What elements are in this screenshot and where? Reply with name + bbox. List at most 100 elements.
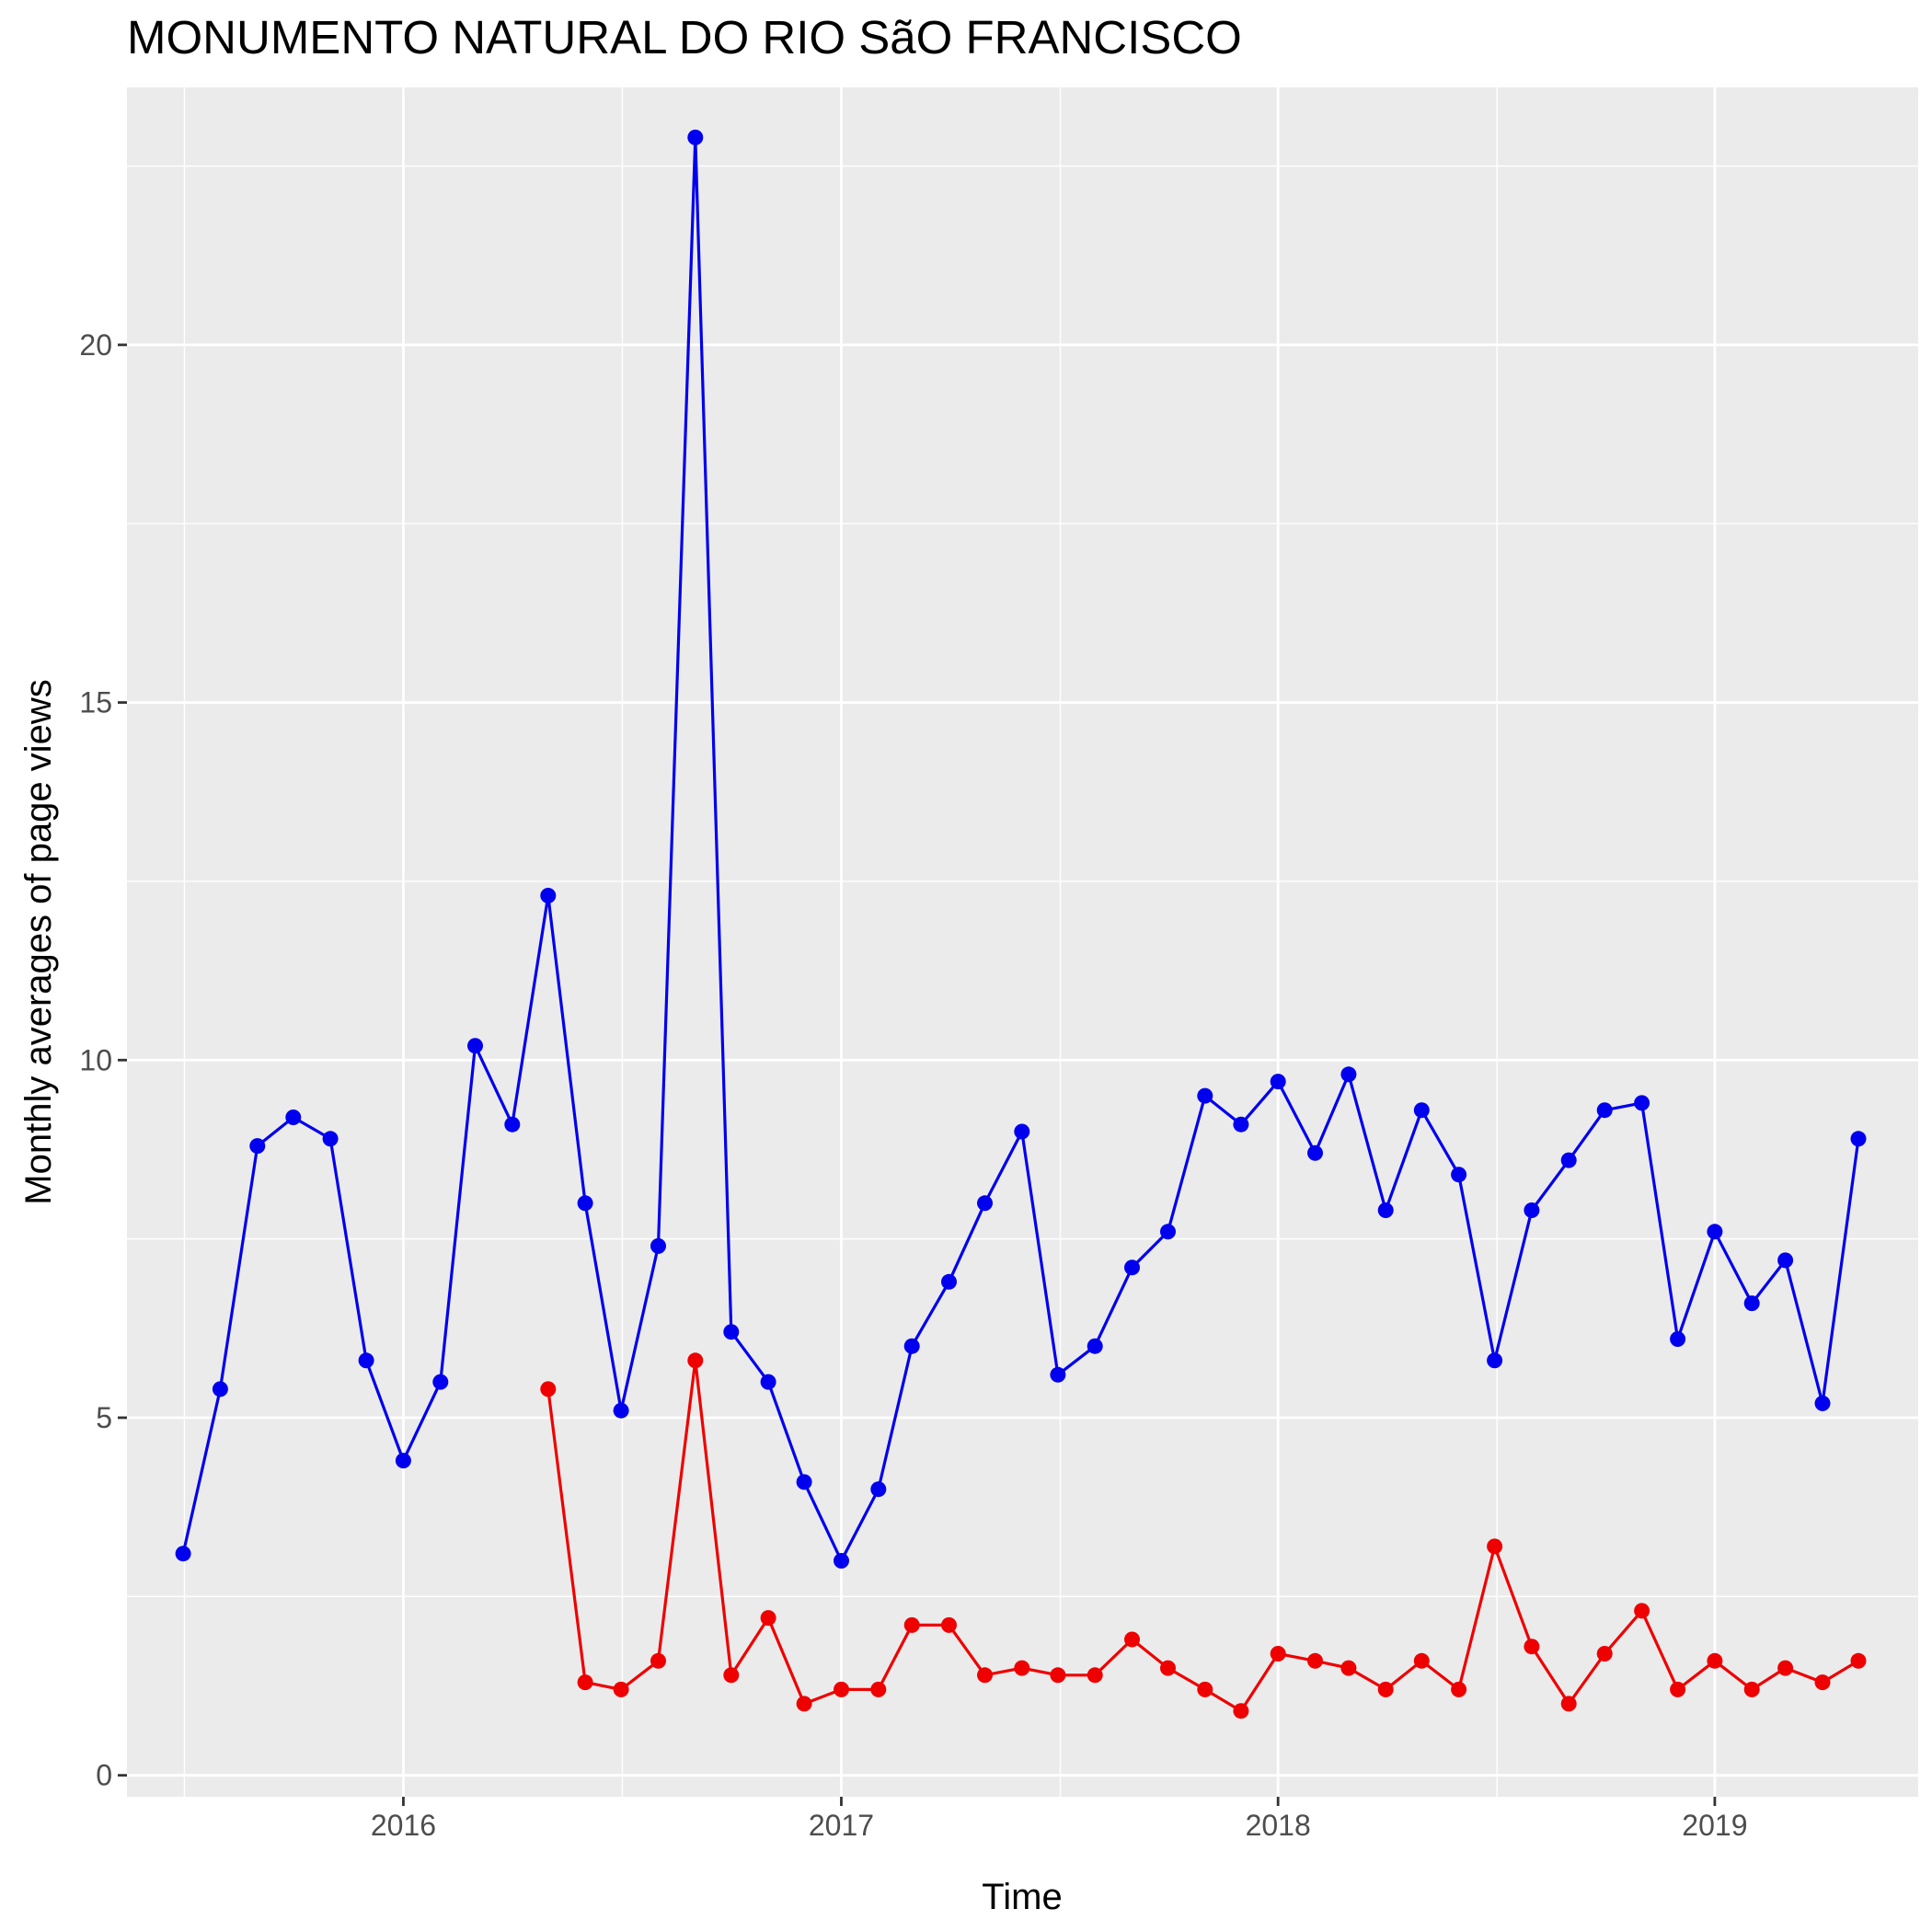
data-point [650, 1237, 666, 1254]
data-point [358, 1352, 374, 1369]
x-tick-label: 2019 [1682, 1809, 1747, 1842]
data-point [1560, 1152, 1577, 1168]
minor-gridlines [127, 87, 1918, 1797]
data-point [285, 1110, 302, 1125]
data-point [1014, 1123, 1030, 1140]
x-tick-label: 2018 [1246, 1809, 1311, 1842]
series-2 [540, 1352, 1867, 1719]
data-point [1233, 1703, 1249, 1719]
data-point [1560, 1696, 1577, 1712]
data-point [1050, 1366, 1066, 1383]
series-layer [175, 129, 1867, 1719]
data-point [1777, 1252, 1794, 1269]
data-point [1524, 1202, 1540, 1218]
data-point [1050, 1667, 1066, 1684]
data-point [834, 1681, 849, 1697]
y-tick-label: 5 [96, 1401, 112, 1434]
data-point [1707, 1224, 1723, 1240]
data-point [723, 1667, 740, 1684]
x-tick-label: 2016 [371, 1809, 436, 1842]
data-point [903, 1616, 920, 1633]
data-point [1850, 1131, 1867, 1147]
data-point [1233, 1116, 1249, 1133]
data-point [1197, 1087, 1213, 1104]
data-point [687, 129, 704, 145]
data-point [760, 1610, 776, 1627]
major-gridlines [127, 87, 1918, 1797]
y-tick-label: 15 [79, 686, 112, 719]
axes: 2016 2017 2018 2019 0 5 10 15 20 [79, 328, 1747, 1842]
data-point [903, 1338, 920, 1354]
data-point [834, 1553, 849, 1569]
data-point [687, 1352, 704, 1369]
data-point [796, 1474, 812, 1490]
data-point [1124, 1631, 1140, 1648]
data-point [613, 1681, 629, 1697]
data-point [1814, 1395, 1831, 1411]
data-point [1596, 1102, 1613, 1119]
data-point [1524, 1639, 1540, 1655]
data-point [212, 1381, 228, 1397]
data-point [1596, 1646, 1613, 1662]
series-1 [175, 129, 1867, 1569]
data-point [1487, 1352, 1503, 1369]
data-point [1377, 1202, 1394, 1218]
data-point [870, 1481, 887, 1498]
data-point [322, 1131, 339, 1147]
data-point [395, 1453, 411, 1469]
data-point [977, 1667, 993, 1684]
data-point [1087, 1667, 1103, 1684]
data-point [1270, 1646, 1286, 1662]
data-point [1307, 1652, 1323, 1669]
data-point [540, 1381, 557, 1397]
data-point [1197, 1681, 1213, 1697]
data-point [1743, 1681, 1760, 1697]
data-point [1451, 1681, 1467, 1697]
y-tick-label: 0 [96, 1759, 112, 1792]
data-point [1124, 1259, 1140, 1276]
data-point [540, 888, 557, 903]
data-point [796, 1696, 812, 1712]
data-point [1634, 1095, 1650, 1111]
data-point [249, 1138, 266, 1155]
data-point [723, 1324, 740, 1340]
y-axis-title: Monthly averages of page views [18, 679, 59, 1204]
chart-title: MONUMENTO NATURAL DO RIO SãO FRANCISCO [127, 11, 1242, 63]
data-point [1087, 1338, 1103, 1354]
data-point [1160, 1224, 1176, 1240]
data-point [1160, 1660, 1176, 1676]
y-tick-label: 10 [79, 1043, 112, 1076]
data-point [650, 1652, 666, 1669]
data-point [760, 1374, 776, 1390]
data-point [1014, 1660, 1030, 1676]
data-point [577, 1674, 593, 1691]
data-point [1413, 1652, 1430, 1669]
data-point [1707, 1652, 1723, 1669]
data-point [941, 1616, 957, 1633]
data-point [613, 1402, 629, 1419]
data-point [175, 1546, 191, 1562]
data-point [870, 1681, 887, 1697]
data-point [977, 1195, 993, 1212]
y-tick-label: 20 [79, 328, 112, 362]
data-point [1670, 1331, 1686, 1347]
data-point [1814, 1674, 1831, 1691]
data-point [1307, 1144, 1323, 1161]
data-point [504, 1116, 521, 1133]
data-point [1413, 1102, 1430, 1119]
plot-panel [127, 87, 1918, 1797]
data-point [1670, 1681, 1686, 1697]
data-point [1777, 1660, 1794, 1676]
data-point [1377, 1681, 1394, 1697]
data-point [467, 1038, 483, 1054]
x-tick-label: 2017 [809, 1809, 874, 1842]
data-point [1487, 1538, 1503, 1555]
data-point [1634, 1603, 1650, 1619]
data-point [1451, 1167, 1467, 1183]
data-point [432, 1374, 449, 1390]
data-point [1850, 1652, 1867, 1669]
x-axis-title: Time [982, 1877, 1062, 1917]
data-point [1743, 1295, 1760, 1312]
